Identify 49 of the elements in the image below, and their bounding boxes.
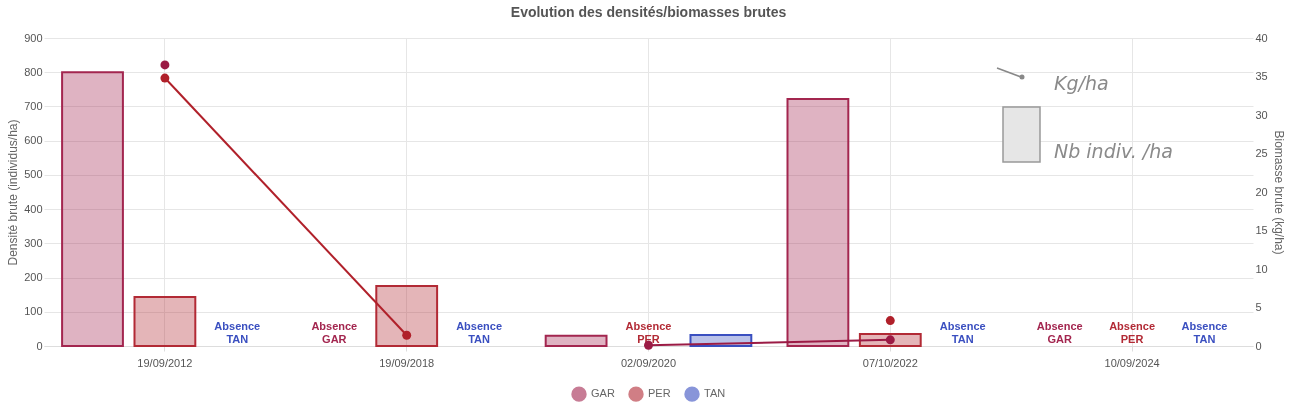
point [402, 330, 412, 340]
annotation: Nb indiv. /ha [1054, 140, 1173, 162]
y-tick-label: 800 [24, 65, 43, 78]
bar [786, 97, 850, 347]
point [885, 316, 895, 326]
point [885, 335, 895, 345]
y-tick-label: 700 [24, 99, 43, 112]
x-tick-label: 02/09/2020 [620, 356, 677, 369]
annotation: Absence GAR [311, 320, 358, 345]
y-tick-label: 900 [24, 31, 43, 44]
legend-label: GAR [591, 387, 615, 400]
legend-label: PER [648, 387, 671, 400]
annotation: Absence TAN [456, 320, 503, 345]
y-tick-label: 100 [24, 305, 43, 318]
annotation: Absence TAN [1181, 320, 1228, 345]
y2-tick-label: 25 [1255, 147, 1268, 159]
annotation: Absence GAR [1036, 320, 1083, 345]
y2-tick-label: 10 [1255, 262, 1268, 275]
y-tick-label: 0 [36, 339, 43, 352]
point [160, 73, 170, 83]
x-tick-label: 19/09/2018 [379, 356, 435, 369]
x-tick-label: 19/09/2012 [137, 356, 193, 369]
y2-tick-label: 0 [1255, 339, 1262, 352]
y2-tick-label: 30 [1255, 108, 1268, 121]
x-tick-label: 07/10/2022 [862, 356, 918, 369]
y2-tick-label: 5 [1255, 301, 1262, 313]
bar [544, 334, 608, 347]
annotation: Absence PER [1109, 320, 1156, 345]
y2-tick-label: 35 [1255, 70, 1268, 82]
bar [61, 71, 124, 347]
bar [133, 296, 197, 347]
y-tick-label: 500 [24, 168, 43, 181]
chart-title: Evolution des densités/biomasses brutes [510, 4, 787, 20]
legend-label: TAN [704, 387, 726, 400]
y2-tick-label: 20 [1255, 185, 1268, 198]
y-tick-label: 200 [24, 271, 43, 284]
x-tick-label: 10/09/2024 [1104, 356, 1160, 369]
annotation: Absence TAN [214, 320, 261, 345]
y-axis-title: Densité brute (individus/ha) [6, 119, 21, 266]
point [160, 60, 170, 70]
y2-tick-label: 15 [1255, 224, 1268, 236]
annotation: Kg/ha [1054, 72, 1109, 94]
y-tick-label: 600 [24, 134, 43, 147]
y-tick-label: 300 [24, 236, 43, 249]
y2-axis-title: Biomasse brute (kg/ha) [1271, 130, 1286, 255]
bar [375, 285, 439, 347]
y2-tick-label: 40 [1255, 31, 1268, 44]
y-tick-label: 400 [24, 202, 43, 215]
annotation: Absence TAN [939, 320, 986, 345]
